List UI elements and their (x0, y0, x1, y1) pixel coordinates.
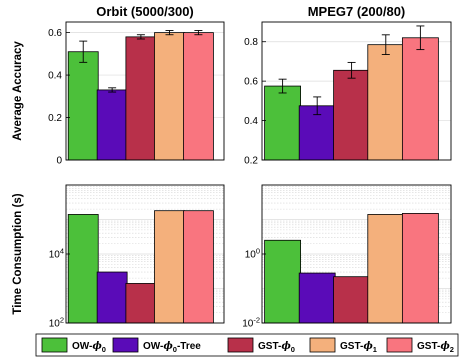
bar (154, 32, 185, 161)
bar (67, 214, 99, 324)
panel-2: 0.2 0.4 0.6 0.8 MPEG7 (200/80) (244, 4, 452, 167)
y-tick-label: 0.8 (244, 37, 258, 48)
y-tick-label: 0.6 (244, 77, 258, 88)
legend-label: GST-ϕ2 (417, 341, 454, 354)
y-tick-label: 0 (56, 156, 62, 167)
bar (264, 85, 302, 161)
bar (367, 214, 405, 324)
bar (96, 271, 128, 324)
legend-item: GST-ϕ0 (227, 337, 295, 354)
y-tick-label: 0.4 (244, 116, 258, 127)
bar (96, 89, 128, 161)
bar (298, 272, 336, 324)
bar (401, 37, 439, 161)
bar (125, 283, 157, 324)
y-tick-label: 100 (245, 247, 260, 261)
legend-item: GST-ϕ2 (386, 337, 454, 354)
legend-item: GST-ϕ1 (309, 337, 377, 354)
bar (183, 32, 214, 161)
legend-label: OW-ϕ0-Tree (143, 341, 201, 354)
bar (67, 51, 99, 161)
bar (401, 213, 439, 324)
legend-swatch (386, 337, 413, 353)
panel-3: 102 104 Time Consumption (s) (12, 184, 225, 330)
bar (154, 210, 185, 324)
bar (333, 69, 370, 161)
y-tick-label: 102 (49, 316, 64, 330)
bar (333, 276, 370, 324)
y-tick-label: 0.2 (48, 113, 62, 124)
legend-label: OW-ϕ0 (72, 341, 106, 354)
y-tick-label: 0.2 (244, 156, 258, 167)
y-axis-label: Average Accuracy (12, 41, 24, 141)
bar (367, 44, 405, 161)
legend-label: GST-ϕ0 (258, 341, 295, 354)
legend-swatch (309, 337, 336, 353)
axes-box (261, 21, 452, 161)
panel-4: 10-2 100 (242, 184, 452, 330)
bar (264, 239, 302, 324)
legend-swatch (41, 337, 68, 353)
legend: OW-ϕ0 OW-ϕ0-Tree GST-ϕ0 GST-ϕ1 GST-ϕ2 (35, 333, 459, 357)
panel-title: MPEG7 (200/80) (308, 4, 406, 19)
y-tick-label: 104 (49, 247, 64, 261)
bar (183, 210, 214, 324)
y-axis-label: Time Consumption (s) (12, 193, 24, 314)
panel-1: 0 0.2 0.4 0.6 Orbit (5000/300) Average Accura… (12, 4, 225, 167)
legend-item: OW-ϕ0-Tree (112, 337, 201, 354)
panel-title: Orbit (5000/300) (96, 4, 194, 19)
legend-swatch (227, 337, 254, 353)
legend-item: OW-ϕ0 (41, 337, 106, 354)
axes-box (65, 21, 225, 161)
y-tick-label: 10-2 (242, 316, 260, 330)
legend-swatch (112, 337, 139, 353)
legend-label: GST-ϕ1 (340, 341, 377, 354)
bar (125, 36, 157, 161)
y-tick-label: 0.4 (48, 71, 62, 82)
y-tick-label: 0.6 (48, 28, 62, 39)
